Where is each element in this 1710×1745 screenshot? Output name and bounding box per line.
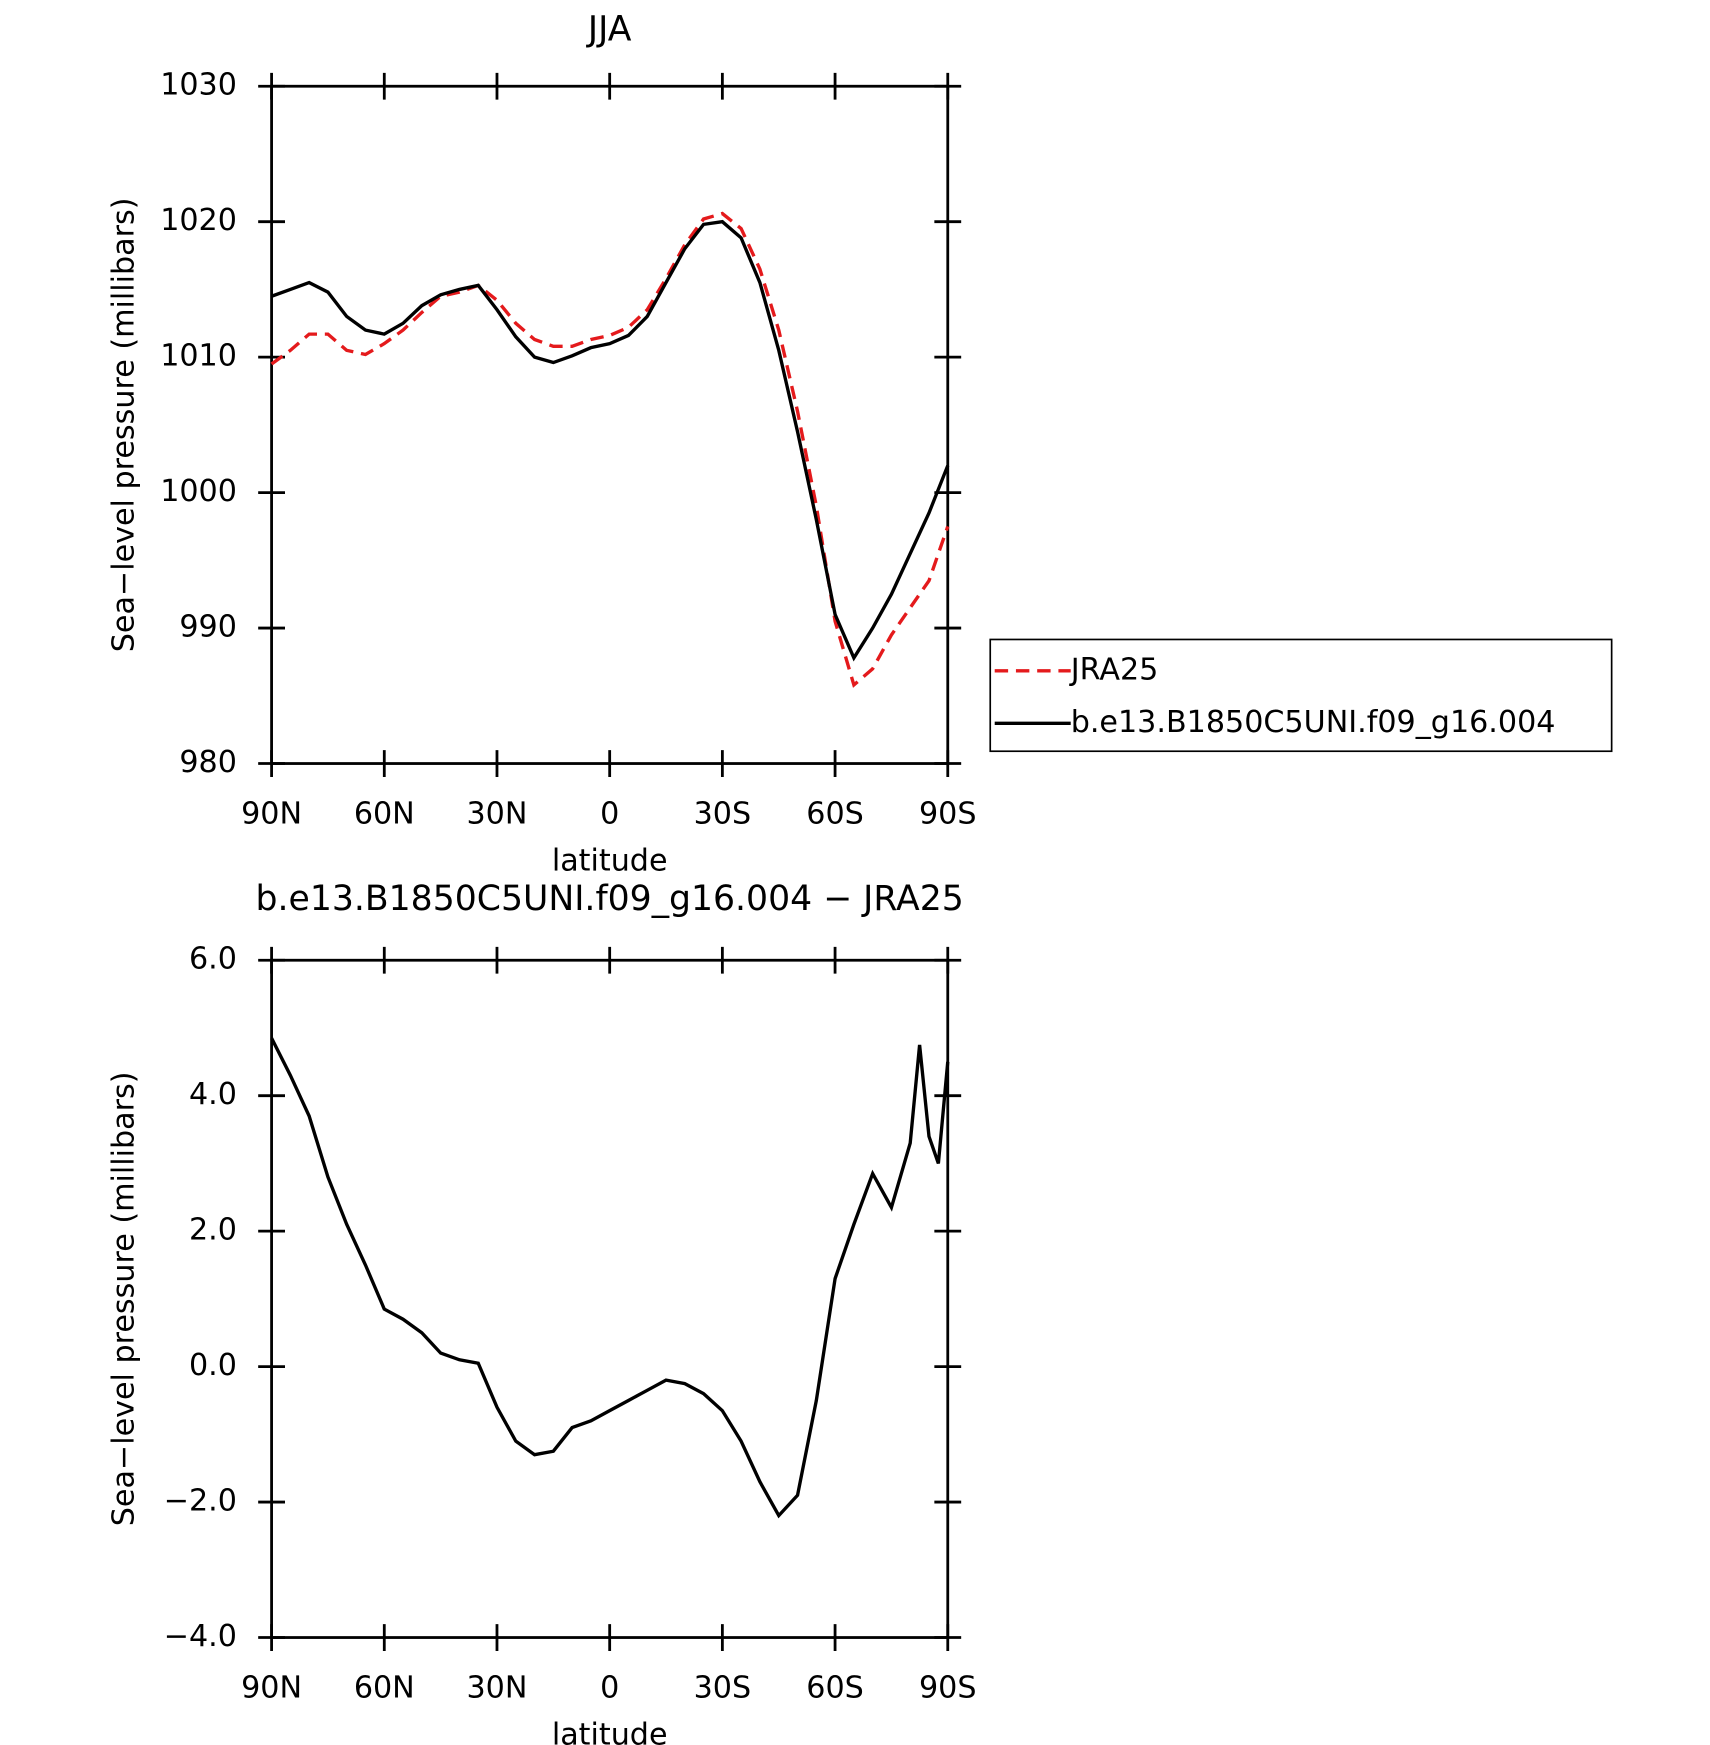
- x-tick-label: 60N: [354, 796, 415, 831]
- y-tick-label: 1010: [160, 339, 237, 374]
- y-tick-label: 980: [179, 745, 237, 780]
- y-axis-label: Sea−level pressure (millibars): [107, 198, 142, 653]
- x-tick-label: 30N: [467, 1670, 528, 1705]
- y-tick-label: 4.0: [189, 1077, 237, 1112]
- x-axis-label: latitude: [552, 1717, 668, 1745]
- x-tick-label: 0: [600, 796, 619, 831]
- series-line: [270, 211, 950, 688]
- y-tick-label: 1020: [160, 203, 237, 238]
- plot-frame: [270, 958, 950, 1639]
- x-tick-label: 30N: [467, 796, 528, 831]
- y-tick-label: 1030: [160, 68, 237, 103]
- x-axis-label: latitude: [552, 843, 668, 878]
- x-tick-label: 90S: [919, 1670, 977, 1705]
- x-tick-label: 90S: [919, 796, 977, 831]
- x-tick-label: 60S: [806, 796, 864, 831]
- x-tick-label: 30S: [694, 796, 752, 831]
- x-tick-label: 0: [600, 1670, 619, 1705]
- x-tick-label: 30S: [694, 1670, 752, 1705]
- legend-box: [989, 638, 1613, 753]
- series-line: [270, 1037, 950, 1519]
- y-axis-label: Sea−level pressure (millibars): [107, 1072, 142, 1527]
- y-tick-label: 1000: [160, 474, 237, 509]
- y-tick-label: 2.0: [189, 1213, 237, 1248]
- legend-label: JRA25: [1069, 652, 1159, 687]
- x-tick-label: 60S: [806, 1670, 864, 1705]
- chart-title: JJA: [586, 9, 632, 49]
- x-tick-label: 90N: [241, 1670, 302, 1705]
- chart-title: b.e13.B1850C5UNI.f09_g16.004 − JRA25: [256, 879, 964, 919]
- legend-label: b.e13.B1850C5UNI.f09_g16.004: [1071, 705, 1556, 740]
- y-tick-label: 990: [179, 610, 237, 645]
- y-tick-label: 6.0: [189, 942, 237, 977]
- y-tick-label: −2.0: [164, 1484, 237, 1519]
- x-tick-label: 60N: [354, 1670, 415, 1705]
- series-line: [271, 219, 950, 662]
- y-tick-label: −4.0: [164, 1619, 237, 1654]
- x-tick-label: 90N: [241, 796, 302, 831]
- y-tick-label: 0.0: [189, 1348, 237, 1383]
